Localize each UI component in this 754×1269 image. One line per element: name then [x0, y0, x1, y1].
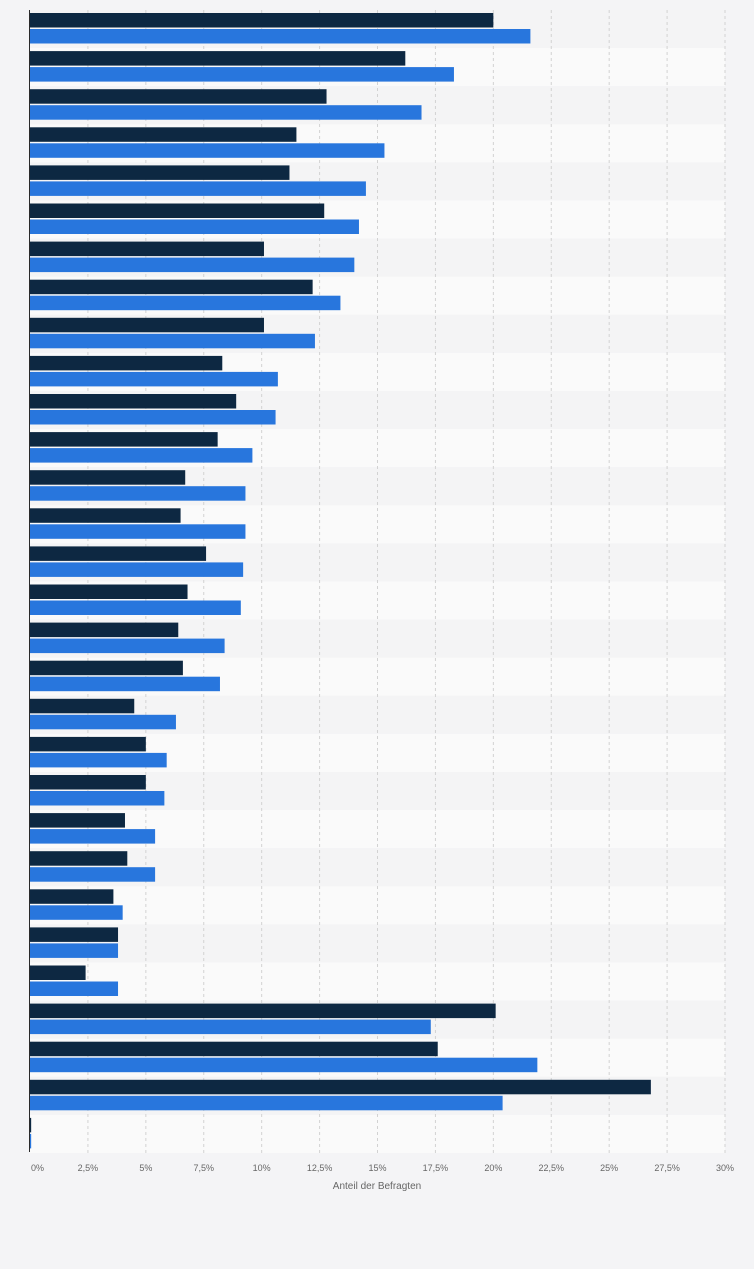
- x-tick-label: 7,5%: [193, 1163, 214, 1173]
- bar: [30, 1079, 651, 1095]
- bar: [30, 29, 531, 44]
- x-axis-title: Anteil der Befragten: [333, 1181, 421, 1192]
- bar: [30, 736, 146, 752]
- x-tick-label: 2,5%: [78, 1163, 99, 1173]
- bar: [30, 600, 241, 615]
- bar: [30, 279, 313, 295]
- x-tick-label: 25%: [600, 1163, 618, 1173]
- bar: [30, 943, 119, 958]
- bar: [30, 965, 86, 980]
- bar: [30, 851, 128, 866]
- bar: [30, 546, 207, 561]
- bar: [30, 584, 188, 599]
- bar: [30, 203, 325, 218]
- bar: [30, 127, 297, 142]
- bar: [30, 829, 156, 844]
- bar: [30, 905, 123, 920]
- bar: [30, 295, 341, 311]
- bar: [30, 1117, 32, 1133]
- bars: [30, 13, 651, 1149]
- bar: [30, 317, 264, 333]
- bar: [30, 432, 218, 447]
- bar: [30, 714, 176, 730]
- bar: [30, 13, 494, 28]
- bar: [30, 410, 276, 425]
- bar: [30, 867, 156, 882]
- bar: [30, 241, 264, 257]
- x-tick-label: 20%: [484, 1163, 502, 1173]
- bar: [30, 1019, 431, 1035]
- x-tick-label: 5%: [139, 1163, 152, 1173]
- bar: [30, 1057, 538, 1073]
- bar: [30, 51, 406, 66]
- bar: [30, 165, 290, 180]
- bar: [30, 622, 179, 638]
- bar: [30, 889, 114, 904]
- bar: [30, 676, 220, 692]
- bar: [30, 486, 246, 501]
- bar: [30, 355, 223, 371]
- bar: [30, 508, 181, 523]
- bar: [30, 448, 253, 463]
- bar: [30, 660, 183, 676]
- bar: [30, 698, 135, 714]
- x-tick-label: 30%: [716, 1163, 734, 1173]
- bar: [30, 562, 244, 577]
- bar: [30, 775, 146, 790]
- bar: [30, 89, 327, 104]
- bar: [30, 219, 359, 234]
- bar: [30, 813, 125, 828]
- x-tick-label: 17,5%: [423, 1163, 449, 1173]
- x-tick-label: 22,5%: [538, 1163, 564, 1173]
- bar: [30, 181, 366, 196]
- bar: [30, 394, 237, 409]
- bar: [30, 470, 186, 485]
- bar: [30, 257, 355, 273]
- gridlines: [87, 10, 726, 1153]
- bar: [30, 1095, 503, 1111]
- bar: [30, 1041, 438, 1057]
- bar: [30, 67, 454, 82]
- bar: [30, 524, 246, 539]
- bar: [30, 981, 119, 996]
- bar: [30, 638, 225, 654]
- x-tick-label: 15%: [368, 1163, 386, 1173]
- x-tick-label: 10%: [253, 1163, 271, 1173]
- bar: [30, 752, 167, 768]
- x-tick-label: 27,5%: [654, 1163, 680, 1173]
- bar: [30, 791, 165, 806]
- bar: [30, 143, 385, 158]
- bar: [30, 333, 315, 349]
- bar: [30, 1133, 32, 1149]
- bar: [30, 371, 278, 387]
- bar: [30, 105, 422, 120]
- bar: [30, 927, 119, 942]
- x-tick-labels: 0% 2,5% 5% 7,5% 10% 12,5% 15% 17,5% 20% 22,5% 25% 2…: [31, 1163, 734, 1173]
- x-tick-label: 0%: [31, 1163, 44, 1173]
- x-tick-label: 12,5%: [307, 1163, 333, 1173]
- bar: [30, 1003, 496, 1019]
